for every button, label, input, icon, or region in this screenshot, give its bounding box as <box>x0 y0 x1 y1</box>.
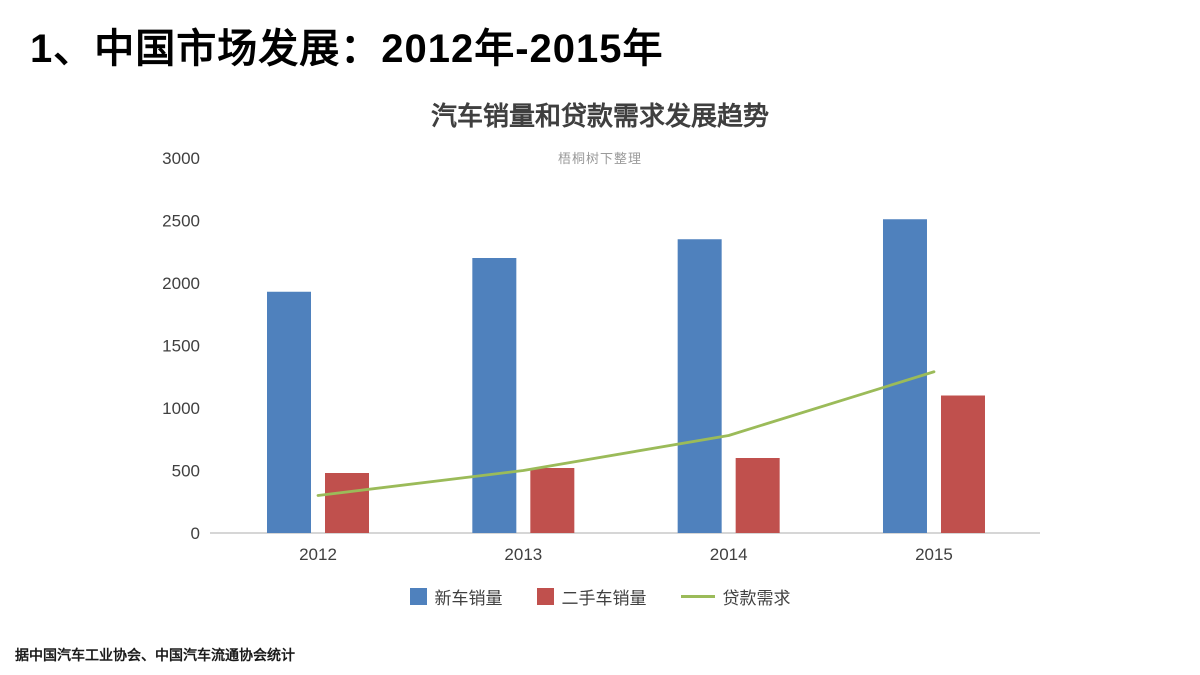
y-axis-tick-label: 1500 <box>162 337 200 356</box>
y-axis-tick-label: 2000 <box>162 274 200 293</box>
y-axis-tick-label: 0 <box>191 524 200 543</box>
bar-二手车销量-2012 <box>325 473 369 533</box>
chart-watermark: 梧桐树下整理 <box>557 151 642 166</box>
legend-swatch-used-car <box>536 588 554 605</box>
y-axis-tick-label: 3000 <box>162 149 200 168</box>
legend-item-used-car-sales: 二手车销量 <box>536 584 647 609</box>
y-axis-tick-label: 500 <box>172 462 200 481</box>
x-axis-tick-label: 2012 <box>299 545 337 564</box>
bar-新车销量-2014 <box>677 239 722 533</box>
legend-label-new-car: 新车销量 <box>434 589 503 608</box>
legend-label-used-car: 二手车销量 <box>561 589 647 608</box>
page-title: 1、中国市场发展：2012年-2015年 <box>30 27 664 71</box>
chart-title: 汽车销量和贷款需求发展趋势 <box>430 101 769 131</box>
legend-item-new-car-sales: 新车销量 <box>409 584 503 609</box>
x-axis-tick-label: 2015 <box>915 545 953 564</box>
bar-二手车销量-2013 <box>530 468 575 533</box>
bar-二手车销量-2015 <box>940 395 985 533</box>
legend-item-loan-demand: 贷款需求 <box>680 584 791 609</box>
legend-label-loan-demand: 贷款需求 <box>722 589 791 608</box>
source-footnote: 据中国汽车工业协会、中国汽车流通协会统计 <box>15 647 295 663</box>
x-axis-tick-label: 2014 <box>710 545 748 564</box>
bar-新车销量-2013 <box>472 258 517 533</box>
y-axis-tick-label: 2500 <box>162 212 200 231</box>
chart-legend: 新车销量 二手车销量 贷款需求 <box>0 584 1200 609</box>
legend-line-loan-demand <box>680 595 715 598</box>
legend-swatch-new-car <box>409 588 427 605</box>
y-axis-tick-label: 1000 <box>162 399 200 418</box>
line-贷款需求 <box>316 370 936 497</box>
x-axis-tick-label: 2013 <box>504 545 542 564</box>
bar-二手车销量-2014 <box>735 458 780 533</box>
bar-新车销量-2012 <box>267 291 311 533</box>
